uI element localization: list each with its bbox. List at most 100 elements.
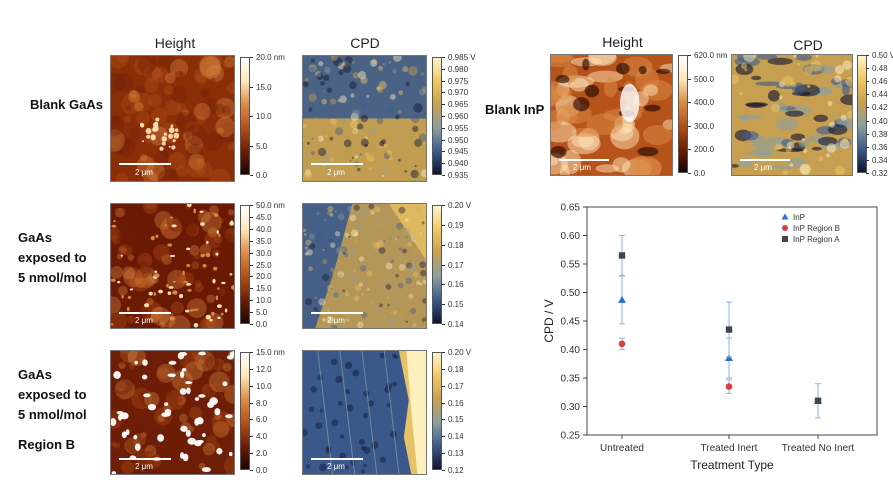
colorbar-tick-label: 0.18: [448, 240, 464, 250]
y-tick-label: 0.60: [561, 231, 581, 242]
colorbar-tick-label: 300.0: [694, 121, 715, 131]
colorbar-tick-mark: [250, 352, 253, 353]
colorbar-tick-label: 0.965: [448, 100, 469, 110]
colorbar-tick-mark: [442, 163, 445, 165]
x-tick-label: Treated Inert: [701, 443, 758, 454]
colorbar-tick-mark: [442, 453, 445, 455]
colorbar-tick-mark: [250, 453, 253, 455]
data-point-inp-region-a: [814, 397, 822, 404]
legend-label: InP Region A: [793, 235, 840, 244]
colorbar-tick-mark: [250, 252, 253, 254]
colorbar-tick-mark: [688, 173, 691, 174]
scale-bar: [311, 458, 363, 460]
colorbar-tick-label: 0.0: [256, 171, 268, 180]
colorbar-tick-label: 25.0: [256, 260, 272, 270]
scale-bar: [119, 312, 171, 314]
colorbar-tick-mark: [442, 402, 445, 404]
colorbar-tick-label: 620.0 nm: [694, 51, 728, 60]
colorbar-tick-mark: [442, 244, 445, 246]
colorbar-tick-label: 15.0: [256, 82, 272, 92]
colorbar-tick-mark: [866, 133, 869, 135]
colorbar-tick-mark: [442, 139, 445, 141]
x-tick-label: Untreated: [600, 443, 644, 454]
data-point-inp: [618, 295, 626, 303]
colorbar-tick-label: 0.975: [448, 76, 469, 86]
gaas-region-b-cpd-colorbar: [432, 352, 442, 470]
colorbar-tick-mark: [250, 385, 253, 387]
gaas-blank-height-colorbar: [240, 57, 250, 175]
scale-bar-label: 2 μm: [327, 316, 345, 325]
colorbar-tick-mark: [250, 264, 253, 266]
colorbar-tick-mark: [250, 228, 253, 230]
scale-bar-label: 2 μm: [135, 168, 153, 177]
colorbar-tick-mark: [442, 419, 445, 421]
row-label-spacer: [18, 425, 87, 435]
colorbar-tick-mark: [866, 81, 869, 83]
row-label-line: 5 nmol/mol: [18, 270, 87, 285]
colorbar-tick-label: 0.15: [448, 300, 464, 310]
colorbar-tick-mark: [688, 125, 691, 127]
colorbar-tick-label: 0.42: [872, 103, 888, 113]
data-point-inp-region-a: [725, 326, 733, 333]
colorbar-tick-label: 40.0: [256, 224, 272, 234]
colorbar-tick-label: 400.0: [694, 98, 715, 108]
colorbar-tick-mark: [442, 304, 445, 306]
colorbar-tick-mark: [442, 224, 445, 226]
colorbar-tick-mark: [866, 68, 869, 70]
y-tick-label: 0.40: [561, 345, 581, 356]
colorbar-tick-mark: [442, 175, 445, 176]
y-tick-label: 0.35: [561, 374, 581, 385]
colorbar-tick-mark: [442, 284, 445, 286]
scale-bar: [119, 163, 171, 165]
colorbar-tick-mark: [442, 68, 445, 70]
colorbar-tick-label: 0.940: [448, 159, 469, 169]
colorbar-tick-mark: [442, 116, 445, 117]
colorbar-tick-label: 0.18: [448, 364, 464, 374]
gaas-blank-cpd-map: 2 μm: [302, 55, 427, 182]
scale-bar: [740, 159, 790, 161]
colorbar-tick-label: 0.14: [448, 320, 464, 329]
colorbar-tick-mark: [250, 312, 253, 314]
gaas-exposed-height-map: 2 μm: [110, 203, 235, 329]
colorbar-tick-label: 20.0: [256, 272, 272, 282]
colorbar-tick-mark: [250, 368, 253, 370]
colorbar-tick-mark: [442, 57, 445, 58]
colorbar-tick-label: 0.945: [448, 147, 469, 157]
data-point-inp: [725, 354, 733, 362]
scale-bar: [559, 159, 609, 161]
colorbar-tick-mark: [250, 419, 253, 421]
colorbar-tick-label: 0.17: [448, 260, 464, 270]
row-label-line: GaAs: [18, 230, 52, 245]
colorbar-tick-label: 20.0 nm: [256, 53, 285, 62]
colorbar-tick-mark: [250, 57, 253, 58]
colorbar-tick-label: 0.34: [872, 155, 888, 165]
colorbar-tick-label: 0.40: [872, 116, 888, 126]
scale-bar: [119, 458, 171, 460]
colorbar-tick-mark: [250, 86, 253, 88]
colorbar-tick-label: 0.14: [448, 432, 464, 442]
colorbar-tick-mark: [442, 470, 445, 471]
gaas-exposed-height-colorbar: [240, 205, 250, 324]
colorbar-tick-label: 0.16: [448, 398, 464, 408]
colorbar-tick-label: 0.985 V: [448, 53, 476, 62]
colorbar-tick-label: 0.15: [448, 415, 464, 425]
y-tick-label: 0.45: [561, 317, 581, 328]
colorbar-tick-label: 0.980: [448, 64, 469, 74]
data-point-inp-region-b: [618, 340, 626, 348]
row-label-line: exposed to: [18, 387, 87, 402]
x-axis-label: Treatment Type: [690, 458, 774, 472]
colorbar-tick-label: 4.0: [256, 432, 268, 442]
y-tick-label: 0.55: [561, 260, 581, 271]
colorbar-tick-label: 0.46: [872, 77, 888, 87]
cpd-treatment-chart: 0.25 0.30 0.35 0.40 0.45 0.50 0.55 0.60 0.65 Untr…: [537, 195, 887, 473]
gaas-blank-cpd-colorbar: [432, 57, 442, 175]
colorbar-tick-label: 0.960: [448, 112, 469, 121]
scale-bar: [311, 163, 363, 165]
colorbar-tick-label: 200.0: [694, 145, 715, 155]
inp-height-column-title: Height: [602, 34, 643, 50]
colorbar-tick-mark: [250, 276, 253, 278]
colorbar-tick-mark: [250, 145, 253, 147]
colorbar-tick-label: 0.20 V: [448, 348, 472, 357]
colorbar-tick-label: 10.0: [256, 381, 272, 391]
colorbar-tick-mark: [250, 288, 253, 290]
